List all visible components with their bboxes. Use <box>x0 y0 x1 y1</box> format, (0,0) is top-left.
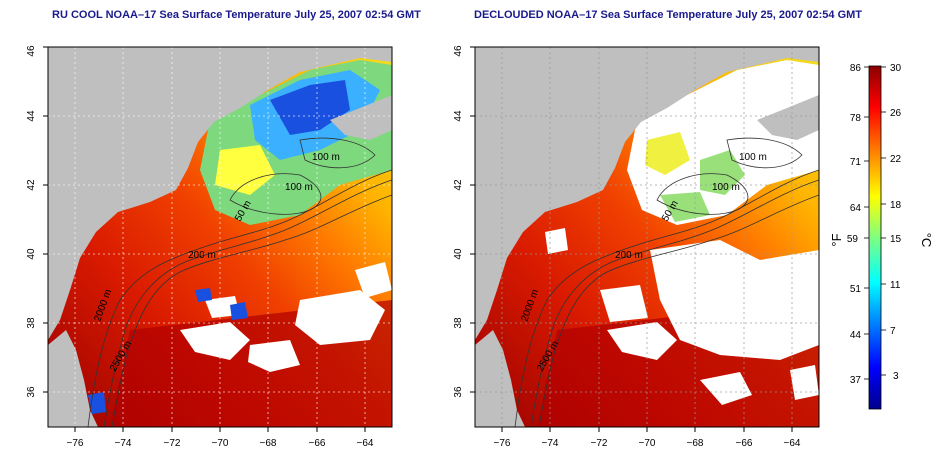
contour-label-100m-b: 100 m <box>285 182 313 193</box>
land-mass <box>48 47 392 340</box>
bathymetry-contours <box>514 137 819 427</box>
y-tick-label: 38 <box>26 317 37 329</box>
contour-label-200m: 200 m <box>188 250 216 261</box>
grid-lines <box>475 47 819 427</box>
masked-cloud-cover <box>545 228 819 405</box>
x-tick-label: −72 <box>164 438 181 449</box>
left-y-axis: 36 38 40 42 44 46 <box>26 45 48 398</box>
colorbar-c-tick: 26 <box>890 108 902 119</box>
colorbar-f-tick: 37 <box>850 375 862 386</box>
y-tick-label: 42 <box>26 179 37 191</box>
colorbar-c-tick: 30 <box>890 63 902 74</box>
nova-scotia-land <box>757 95 819 140</box>
colorbar-f-unit: °F <box>829 233 844 246</box>
land-mass-south <box>475 330 525 427</box>
colorbar-f-tick: 59 <box>847 234 859 245</box>
left-x-axis: −76 −74 −72 −70 −68 −66 −64 <box>67 427 374 449</box>
land-mass <box>475 47 819 340</box>
x-tick-label: −72 <box>591 438 608 449</box>
shelf-warm-patch <box>215 145 275 195</box>
colorbar-gradient <box>868 65 882 410</box>
contour-label-200m: 200 m <box>615 250 643 261</box>
cold-cloud-edge <box>88 288 248 414</box>
right-panel-title: DECLOUDED NOAA–17 Sea Surface Temperatur… <box>474 9 863 21</box>
colorbar-f-tick: 44 <box>850 330 862 341</box>
colorbar-f-tick: 64 <box>850 203 862 214</box>
y-tick-label: 40 <box>453 248 464 260</box>
bathymetry-contours <box>87 137 392 427</box>
right-map: 100 m 100 m 50 m 200 m 2000 m 2500 m −76… <box>453 45 820 449</box>
colorbar-c-tick: 3 <box>893 371 899 382</box>
right-y-axis: 36 38 40 42 44 46 <box>453 45 475 398</box>
right-x-axis: −76 −74 −72 −70 −68 −66 −64 <box>494 427 801 449</box>
x-tick-label: −76 <box>494 438 511 449</box>
contour-label-100m-a: 100 m <box>739 152 767 163</box>
shelf-warm-patch <box>645 132 690 175</box>
x-tick-label: −74 <box>542 438 559 449</box>
x-tick-label: −70 <box>212 438 229 449</box>
colorbar-c-tick: 18 <box>890 200 902 211</box>
x-tick-label: −64 <box>357 438 374 449</box>
left-panel-title: RU COOL NOAA–17 Sea Surface Temperature … <box>52 9 421 21</box>
y-tick-label: 46 <box>26 45 37 57</box>
x-tick-label: −66 <box>736 438 753 449</box>
x-tick-label: −68 <box>260 438 277 449</box>
colorbar-f-tick: 51 <box>850 284 862 295</box>
x-tick-label: −70 <box>639 438 656 449</box>
grid-lines <box>48 47 392 427</box>
colorbar-c-tick: 7 <box>890 326 896 337</box>
colorbar-c-tick: 22 <box>890 154 902 165</box>
y-tick-label: 44 <box>26 110 37 122</box>
x-tick-label: −76 <box>67 438 84 449</box>
x-tick-label: −66 <box>309 438 326 449</box>
y-tick-label: 40 <box>26 248 37 260</box>
y-tick-label: 36 <box>453 386 464 398</box>
nova-scotia-land <box>330 95 392 140</box>
shelf-cool-patch-b <box>660 192 710 222</box>
colorbar: 86 78 71 64 59 51 44 37 30 26 22 18 15 1… <box>829 63 934 410</box>
colorbar-c-tick: 11 <box>890 280 901 291</box>
colorbar-c-tick: 15 <box>890 234 902 245</box>
contour-label-100m-a: 100 m <box>312 152 340 163</box>
y-tick-label: 44 <box>453 110 464 122</box>
coldest-water-patch <box>270 80 350 135</box>
colorbar-f-tick: 71 <box>850 157 862 168</box>
cloud-cover <box>180 262 392 372</box>
contour-label-100m-b: 100 m <box>712 182 740 193</box>
x-tick-label: −68 <box>687 438 704 449</box>
x-tick-label: −74 <box>115 438 132 449</box>
y-tick-label: 38 <box>453 317 464 329</box>
y-tick-label: 46 <box>453 45 464 57</box>
y-tick-label: 42 <box>453 179 464 191</box>
colorbar-f-tick: 78 <box>850 113 862 124</box>
left-map: 100 m 100 m 50 m 200 m 2000 m 2500 m −76… <box>26 45 393 449</box>
colorbar-f-tick: 86 <box>850 63 862 74</box>
y-tick-label: 36 <box>26 386 37 398</box>
colorbar-c-unit: °C <box>919 233 934 248</box>
land-mass-south <box>48 330 98 427</box>
x-tick-label: −64 <box>784 438 801 449</box>
